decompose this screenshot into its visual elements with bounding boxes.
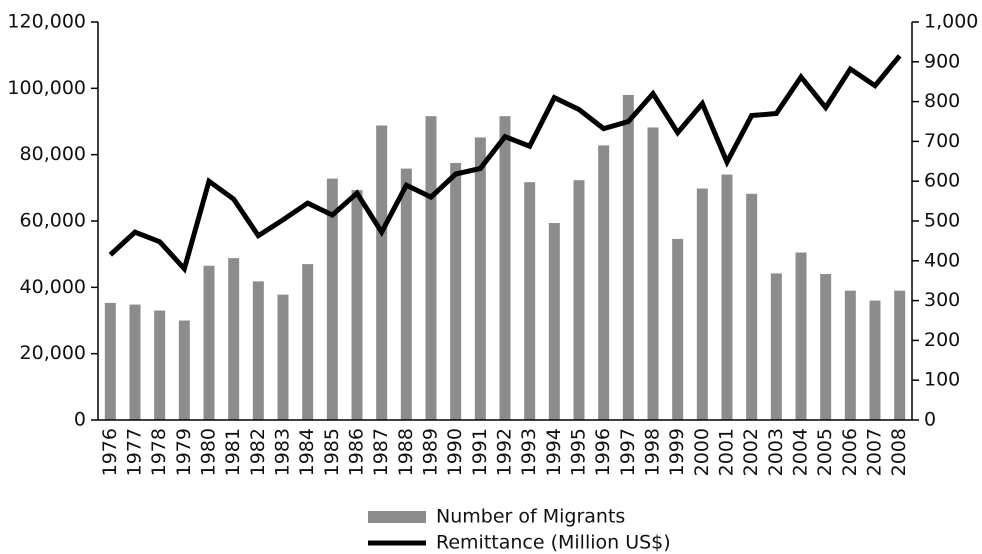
- y-tick-label: 120,000: [7, 11, 86, 33]
- bar: [129, 304, 141, 420]
- bar: [203, 265, 215, 420]
- x-tick-label: 2007: [864, 428, 886, 476]
- x-tick-label: 1983: [272, 428, 294, 476]
- x-tick-label: 1981: [222, 428, 244, 476]
- bar: [104, 302, 116, 420]
- line: [108, 54, 902, 274]
- x-tick-label: 1982: [247, 428, 269, 476]
- y2-tick-label: 100: [924, 369, 960, 391]
- x-tick-label: 1985: [321, 428, 343, 476]
- bar: [499, 116, 511, 421]
- x-tick-label: 1993: [518, 428, 540, 476]
- bar: [795, 252, 807, 420]
- x-tick-label: 2006: [839, 428, 861, 476]
- bar: [672, 238, 684, 420]
- y2-tick-label: 800: [924, 90, 960, 112]
- bar: [894, 290, 906, 420]
- bar: [647, 127, 659, 420]
- x-tick-label: 1994: [543, 428, 565, 476]
- x-tick-label: 2002: [740, 428, 762, 476]
- bar: [721, 174, 733, 420]
- x-tick-label: 2008: [888, 428, 910, 476]
- y2-tick-label: 900: [924, 50, 960, 72]
- bar: [228, 258, 240, 420]
- bar: [770, 273, 782, 420]
- x-tick-label: 1996: [592, 428, 614, 476]
- x-tick-label: 1976: [99, 428, 121, 476]
- bar: [376, 125, 388, 420]
- bar: [302, 264, 314, 420]
- bar: [598, 145, 610, 420]
- y2-tick-label: 300: [924, 289, 960, 311]
- x-tick-label: 1987: [370, 428, 392, 476]
- legend-swatch: [368, 511, 426, 523]
- legend-label: Number of Migrants: [436, 506, 625, 528]
- y-tick-label: 100,000: [7, 77, 86, 99]
- bar: [820, 274, 832, 420]
- legend-label: Remittance (Million US$): [436, 532, 671, 554]
- y2-tick-label: 400: [924, 249, 960, 271]
- y2-tick-label: 200: [924, 329, 960, 351]
- x-tick-label: 1998: [642, 428, 664, 476]
- x-tick-label: 1991: [469, 428, 491, 476]
- bar: [326, 178, 338, 420]
- bar: [154, 310, 166, 420]
- y-tick-label: 40,000: [20, 276, 86, 298]
- x-tick-label: 1995: [568, 428, 590, 476]
- x-tick-label: 2004: [790, 428, 812, 476]
- y2-tick-label: 1,000: [924, 11, 978, 33]
- x-tick-label: 1992: [494, 428, 516, 476]
- x-tick-label: 2001: [716, 428, 738, 476]
- bar: [696, 188, 708, 420]
- x-tick-label: 1979: [173, 428, 195, 476]
- bar: [252, 281, 264, 420]
- x-tick-label: 2003: [765, 428, 787, 476]
- x-tick-label: 1984: [296, 428, 318, 476]
- x-tick-label: 1980: [198, 428, 220, 476]
- x-tick-label: 1997: [617, 428, 639, 476]
- y2-tick-label: 600: [924, 170, 960, 192]
- bar: [548, 222, 560, 420]
- bar: [277, 294, 289, 420]
- x-tick-label: 2000: [691, 428, 713, 476]
- bar: [178, 320, 190, 420]
- x-tick-label: 1977: [124, 428, 146, 476]
- y2-tick-label: 700: [924, 130, 960, 152]
- bar: [351, 190, 363, 420]
- x-tick-label: 1989: [420, 428, 442, 476]
- bar: [746, 193, 758, 420]
- x-tick-label: 1978: [148, 428, 170, 476]
- y-tick-label: 20,000: [20, 342, 86, 364]
- bar: [450, 162, 462, 421]
- bar: [400, 168, 412, 420]
- y2-tick-label: 0: [924, 409, 936, 431]
- x-tick-label: 1986: [346, 428, 368, 476]
- bar: [524, 182, 536, 420]
- bar: [622, 94, 634, 420]
- x-tick-label: 1999: [666, 428, 688, 476]
- bar: [844, 290, 856, 420]
- bar: [474, 137, 486, 421]
- y-tick-label: 60,000: [20, 210, 86, 232]
- bar: [869, 300, 881, 420]
- x-tick-label: 2005: [814, 428, 836, 476]
- x-tick-label: 1990: [444, 428, 466, 476]
- y2-tick-label: 500: [924, 210, 960, 232]
- y-tick-label: 0: [74, 409, 86, 431]
- bar: [425, 116, 437, 421]
- bar: [573, 180, 585, 420]
- x-tick-label: 1988: [395, 428, 417, 476]
- y-tick-label: 80,000: [20, 143, 86, 165]
